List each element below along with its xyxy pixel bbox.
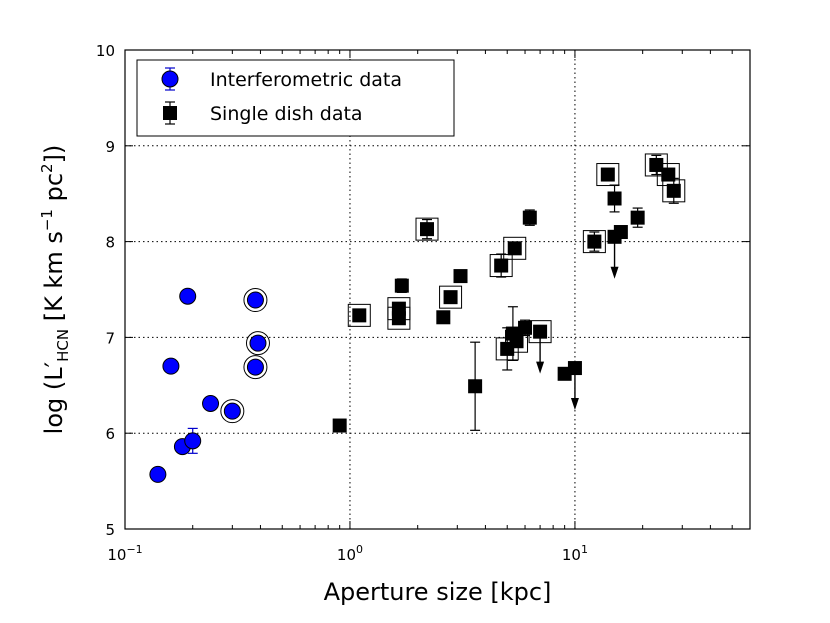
single-dish-point	[453, 269, 468, 284]
single-dish-point	[600, 167, 615, 182]
x-axis-title: Aperture size [kpc]	[324, 578, 552, 606]
interferometric-point	[149, 465, 167, 483]
single-dish-point	[436, 310, 451, 325]
interferometric-point	[246, 291, 264, 309]
single-dish-point	[391, 311, 406, 326]
single-dish-point	[420, 222, 435, 237]
interferometric-point	[184, 432, 202, 450]
single-dish-point	[507, 241, 522, 256]
interferometric-point	[223, 402, 241, 420]
legend-box	[136, 59, 455, 137]
y-tick-label: 10	[96, 42, 115, 60]
interferometric-point	[162, 357, 180, 375]
highlight-box	[503, 236, 527, 260]
single-dish-point	[567, 361, 582, 376]
single-dish-point	[352, 308, 367, 323]
highlight-ring	[243, 355, 268, 380]
single-dish-point	[509, 334, 524, 349]
single-dish-point	[666, 183, 681, 198]
interferometric-point	[249, 334, 267, 352]
y-tick-label: 6	[105, 425, 115, 443]
highlight-box	[439, 285, 463, 309]
single-dish-point	[587, 234, 602, 249]
interferometric-point	[179, 287, 197, 305]
single-dish-point	[394, 278, 409, 293]
highlight-box	[505, 329, 529, 353]
highlight-ring	[243, 288, 268, 313]
highlight-box	[415, 217, 439, 241]
single-dish-point	[649, 157, 664, 172]
single-dish-point	[443, 290, 458, 305]
highlight-box	[662, 179, 686, 203]
highlight-box	[644, 153, 668, 177]
highlight-ring	[245, 331, 270, 356]
highlight-box	[347, 303, 371, 327]
single-dish-point	[468, 379, 483, 394]
interferometric-point	[246, 358, 264, 376]
upper-limit-arrow-head	[536, 361, 545, 374]
single-dish-point	[332, 418, 347, 433]
single-dish-point	[494, 258, 509, 273]
highlight-box	[596, 163, 620, 187]
legend-square-marker	[163, 106, 177, 120]
single-dish-point	[518, 320, 533, 335]
highlight-box	[528, 320, 552, 344]
highlight-box	[489, 254, 513, 278]
upper-limit-arrow-head	[570, 398, 579, 411]
legend-label-interferometric: Interferometric data	[210, 69, 402, 91]
single-dish-point	[522, 210, 537, 225]
single-dish-point	[630, 210, 645, 225]
x-tick-label: 100	[337, 543, 363, 564]
y-tick-label: 9	[105, 138, 115, 156]
single-dish-point	[613, 225, 628, 240]
plot-frame	[124, 49, 751, 530]
single-dish-point	[607, 191, 622, 206]
highlight-ring	[220, 399, 245, 424]
interferometric-point	[202, 395, 220, 413]
x-tick-label: 10−1	[107, 543, 142, 564]
y-tick-label: 8	[105, 234, 115, 252]
upper-limit-arrow-head	[610, 266, 619, 279]
single-dish-point	[533, 324, 548, 339]
legend-label-single-dish: Single dish data	[210, 103, 363, 125]
y-tick-label: 5	[105, 521, 115, 539]
x-tick-label: 101	[562, 543, 588, 564]
highlight-box	[387, 306, 411, 330]
y-axis-title: log (L′HCN [K km s−1 pc2])	[38, 145, 72, 435]
y-tick-label: 7	[105, 329, 115, 347]
legend-circle-marker	[161, 70, 179, 88]
highlight-box	[582, 230, 606, 254]
